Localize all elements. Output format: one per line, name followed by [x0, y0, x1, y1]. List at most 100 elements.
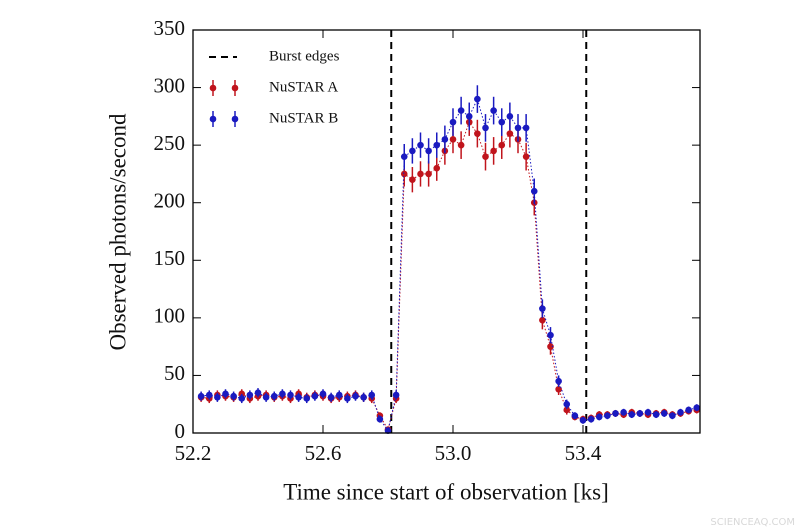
- data-point: [547, 343, 554, 350]
- data-point: [669, 412, 676, 420]
- data-point: [498, 141, 506, 149]
- connector-line: [201, 121, 697, 431]
- data-point: [652, 411, 660, 418]
- data-point: [409, 176, 416, 183]
- y-tick-label: 350: [154, 16, 186, 40]
- data-point: [376, 415, 384, 423]
- data-point: [311, 392, 319, 400]
- data-point: [246, 391, 254, 399]
- data-point: [400, 170, 408, 178]
- connector-line: [201, 97, 697, 432]
- data-point: [482, 124, 489, 132]
- data-point: [563, 406, 571, 414]
- data-point: [522, 153, 530, 160]
- data-point: [490, 107, 497, 114]
- data-point: [636, 410, 644, 417]
- data-point: [498, 118, 506, 126]
- legend-label: NuSTAR B: [269, 110, 338, 126]
- y-tick-label: 300: [154, 73, 186, 97]
- data-point: [352, 392, 359, 400]
- data-point: [344, 395, 351, 402]
- y-tick-label: 0: [175, 419, 186, 443]
- data-point: [287, 391, 294, 399]
- data-point: [449, 118, 457, 126]
- data-point: [279, 390, 286, 398]
- x-axis-label: Time since start of observation [ks]: [283, 479, 609, 504]
- y-tick-label: 100: [154, 304, 186, 328]
- data-point: [270, 392, 278, 400]
- data-point: [295, 394, 302, 401]
- data-point: [514, 124, 522, 132]
- data-point: [506, 130, 514, 137]
- data-point: [677, 408, 684, 416]
- data-point: [457, 107, 465, 114]
- x-tick-label: 52.2: [175, 441, 212, 465]
- data-point: [327, 394, 335, 401]
- data-point: [433, 164, 441, 172]
- data-point: [441, 136, 449, 143]
- data-point: [457, 141, 465, 149]
- data-point: [644, 408, 652, 416]
- data-point: [539, 305, 546, 312]
- data-point: [604, 412, 611, 420]
- data-point: [693, 404, 701, 411]
- data-point: [197, 392, 205, 400]
- data-point: [433, 141, 441, 149]
- data-point: [685, 406, 692, 414]
- data-point: [595, 413, 603, 421]
- x-tick-label: 53.0: [435, 441, 472, 465]
- data-point: [506, 113, 514, 120]
- data-point: [555, 385, 562, 393]
- data-point: [449, 136, 457, 143]
- data-point: [222, 390, 229, 398]
- x-tick-label: 52.6: [305, 441, 342, 465]
- legend-label: Burst edges: [269, 48, 340, 64]
- data-point: [303, 395, 311, 402]
- data-point: [612, 410, 619, 417]
- data-point: [465, 113, 473, 120]
- data-point: [587, 415, 595, 423]
- data-point: [384, 427, 392, 434]
- data-point: [522, 124, 530, 132]
- data-point: [571, 412, 579, 420]
- data-point: [539, 316, 546, 324]
- y-tick-label: 50: [164, 361, 185, 385]
- data-point: [417, 141, 424, 149]
- data-point: [230, 392, 237, 400]
- data-point: [490, 147, 497, 155]
- data-point: [547, 331, 554, 339]
- data-point: [360, 394, 367, 401]
- data-point: [425, 170, 432, 178]
- data-point: [205, 391, 213, 399]
- data-point: [474, 130, 481, 137]
- y-tick-label: 150: [154, 246, 186, 270]
- y-axis-label: Observed photons/second: [105, 113, 130, 350]
- plot-frame: [192, 29, 701, 434]
- data-point: [417, 170, 424, 178]
- y-tick-label: 200: [154, 189, 186, 213]
- data-point: [628, 411, 636, 418]
- x-tick-label: 53.4: [565, 441, 602, 465]
- data-point: [262, 394, 270, 401]
- data-point: [579, 417, 587, 424]
- data-point: [482, 153, 489, 160]
- legend-swatch: [209, 84, 217, 92]
- data-point: [392, 391, 400, 399]
- legend-swatch: [231, 84, 239, 92]
- watermark: SCIENCEAQ.COM: [710, 517, 795, 528]
- data-point: [409, 147, 416, 155]
- data-point: [214, 394, 221, 401]
- data-point: [254, 389, 262, 397]
- data-point: [555, 377, 562, 385]
- legend-swatch: [231, 115, 239, 123]
- data-point: [474, 95, 481, 103]
- data-point: [563, 400, 571, 408]
- data-point: [530, 187, 538, 195]
- legend-label: NuSTAR A: [269, 79, 338, 95]
- data-point: [425, 147, 432, 155]
- data-point: [335, 391, 343, 399]
- y-tick-label: 250: [154, 131, 186, 155]
- data-point: [238, 395, 246, 402]
- legend-swatch: [209, 115, 217, 123]
